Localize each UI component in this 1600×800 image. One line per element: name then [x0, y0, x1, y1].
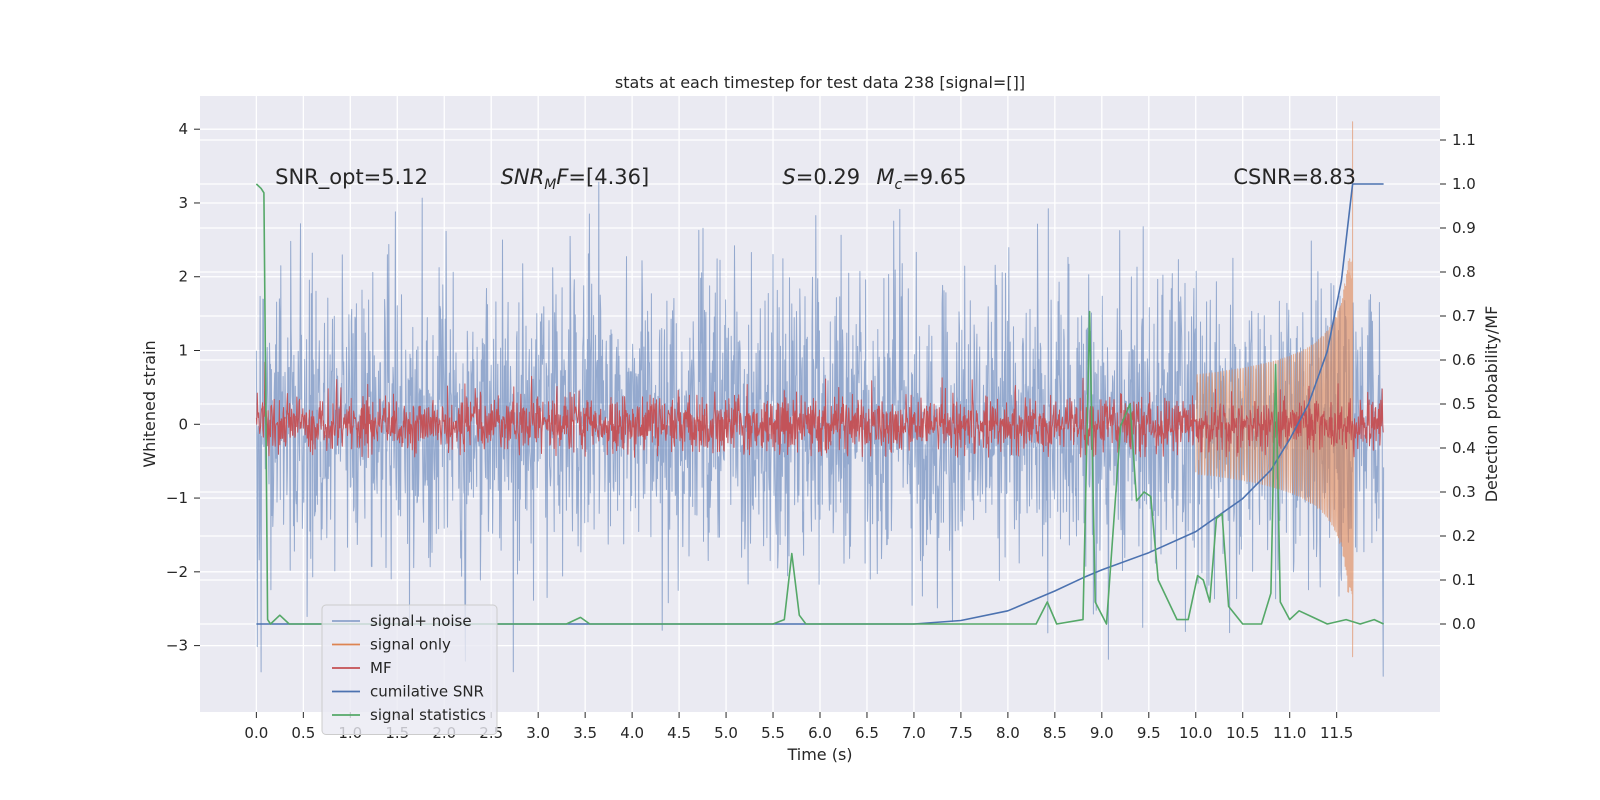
- x-tick-label: 3.5: [573, 724, 597, 742]
- x-tick-label: 5.5: [761, 724, 785, 742]
- annotation-text: CSNR=8.83: [1233, 165, 1356, 189]
- x-tick-label: 10.0: [1179, 724, 1212, 742]
- annotation-part: =[4.36]: [568, 165, 649, 189]
- y-right-tick-label: 0.5: [1452, 395, 1476, 413]
- x-tick-label: 9.5: [1137, 724, 1161, 742]
- x-tick-label: 3.0: [526, 724, 550, 742]
- annotation-part: M: [544, 177, 556, 193]
- y-right-tick-label: 1.1: [1452, 131, 1476, 149]
- x-tick-label: 0.0: [244, 724, 268, 742]
- legend-label: cumilative SNR: [370, 683, 484, 701]
- series-signal-noise: [255, 181, 1385, 677]
- annotation-part: SNR: [501, 165, 545, 189]
- annotation-part: S: [782, 165, 795, 189]
- y-left-tick-label: 2: [178, 268, 188, 286]
- x-tick-label: 5.0: [714, 724, 738, 742]
- annotation-part: =9.65: [902, 165, 966, 189]
- y-right-tick-label: 0.8: [1452, 263, 1476, 281]
- annotation-text: Mc=9.65: [876, 165, 966, 193]
- series-signal-only: [1195, 121, 1355, 658]
- y-right-axis: 1.1 1.0 0.9 0.8 0.7 0.6 0.5 0.4 0.3 0.2 0.1 0.0: [1440, 131, 1476, 633]
- y-right-tick-label: 0.6: [1452, 351, 1476, 369]
- x-tick-label: 6.5: [855, 724, 879, 742]
- legend-label: signal only: [370, 636, 451, 654]
- y-right-tick-label: 0.2: [1452, 527, 1476, 545]
- legend-label: signal+ noise: [370, 612, 472, 630]
- legend: signal+ noise signal only MF cumilative SNR…: [321, 604, 498, 735]
- y-left-axis-label: Whitened strain: [140, 340, 159, 467]
- series-signal-statistics: [255, 183, 1384, 625]
- x-tick-label: 10.5: [1226, 724, 1259, 742]
- y-right-tick-label: 0.0: [1452, 615, 1476, 633]
- y-right-axis-label: Detection probability/MF: [1482, 306, 1501, 503]
- y-left-tick-label: −1: [166, 489, 188, 507]
- x-tick-label: 8.5: [1043, 724, 1067, 742]
- x-tick-label: 7.0: [902, 724, 926, 742]
- x-tick-label: 4.0: [620, 724, 644, 742]
- y-right-tick-label: 0.1: [1452, 571, 1476, 589]
- series-layer: [255, 121, 1385, 677]
- series-mf: [255, 361, 1384, 458]
- y-left-tick-label: 3: [178, 194, 188, 212]
- y-right-tick-label: 1.0: [1452, 175, 1476, 193]
- annotation-part: M: [876, 165, 894, 189]
- y-left-tick-label: 0: [178, 415, 188, 433]
- y-right-tick-label: 0.4: [1452, 439, 1476, 457]
- y-left-tick-label: −3: [166, 637, 188, 655]
- y-right-tick-label: 0.9: [1452, 219, 1476, 237]
- x-tick-label: 4.5: [667, 724, 691, 742]
- annotation-part: F: [556, 165, 569, 189]
- legend-box: [321, 604, 498, 735]
- x-tick-label: 8.0: [996, 724, 1020, 742]
- x-tick-label: 9.0: [1090, 724, 1114, 742]
- legend-label: signal statistics: [370, 706, 486, 724]
- y-left-axis: 4 3 2 1 0 −1 −2 −3: [166, 120, 200, 655]
- y-left-tick-label: 1: [178, 342, 188, 360]
- annotation-part: =0.29: [796, 165, 860, 189]
- annotations: SNR_opt=5.12 SNRMF=[4.36] S=0.29 Mc=9.65 CSN…: [275, 165, 1356, 193]
- chart-title: stats at each timestep for test data 238…: [615, 73, 1025, 92]
- legend-label: MF: [370, 659, 392, 677]
- y-left-tick-label: −2: [166, 563, 188, 581]
- x-tick-label: 11.5: [1320, 724, 1353, 742]
- x-tick-label: 11.0: [1273, 724, 1306, 742]
- y-right-tick-label: 0.7: [1452, 307, 1476, 325]
- y-left-tick-label: 4: [178, 120, 188, 138]
- x-tick-label: 7.5: [949, 724, 973, 742]
- y-right-tick-label: 0.3: [1452, 483, 1476, 501]
- annotation-text: SNR_opt=5.12: [275, 165, 428, 190]
- annotation-text: SNRMF=[4.36]: [501, 165, 650, 193]
- annotation-text: S=0.29: [782, 165, 860, 189]
- x-tick-label: 0.5: [291, 724, 315, 742]
- x-tick-label: 6.0: [808, 724, 832, 742]
- series-cumilative-snr: [256, 183, 1384, 625]
- x-axis-label: Time (s): [786, 745, 852, 764]
- annotation-part: c: [894, 177, 902, 193]
